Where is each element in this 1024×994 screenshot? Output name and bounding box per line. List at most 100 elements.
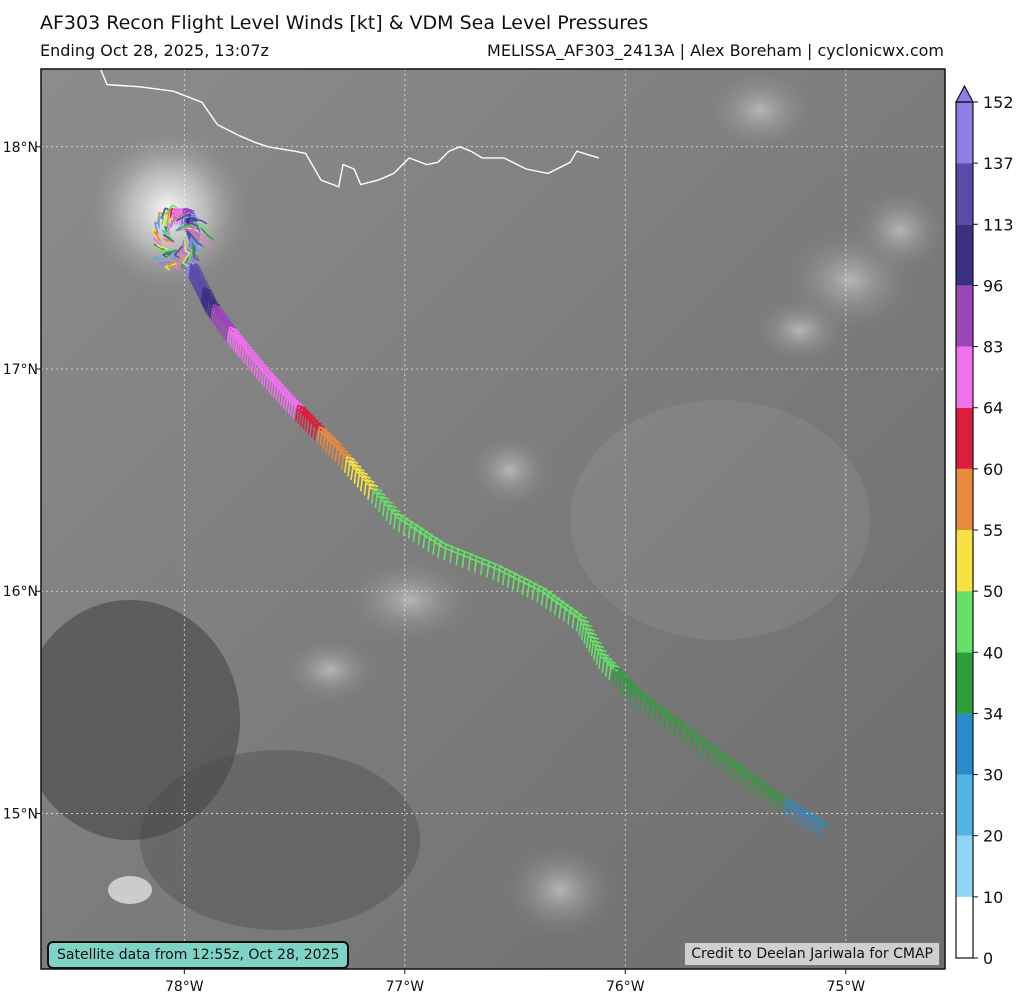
map-frame: [40, 68, 946, 970]
colorbar-segment: [956, 285, 973, 347]
eye-wind-barb: [191, 242, 199, 258]
eye-wind-barb: [183, 238, 192, 255]
wind-barb: [549, 595, 561, 613]
wind-speed-colorbar: 0 10 20 30 34 40 50 55 60 64 83 96 113 137 152: [955, 84, 1014, 968]
wind-barb: [417, 528, 429, 546]
wind-barb: [553, 598, 566, 616]
wind-barb: [285, 394, 297, 412]
wind-barb: [427, 534, 439, 552]
colorbar-label: 30: [983, 766, 1003, 785]
eye-wind-barb: [153, 256, 166, 261]
colorbar-segment: [956, 774, 973, 836]
lat-tick-label: 18°N: [3, 140, 38, 156]
colorbar-label: 137: [983, 154, 1014, 173]
eye-wind-barb: [181, 240, 188, 256]
wind-barb: [583, 627, 595, 644]
wind-barb: [540, 588, 552, 606]
wind-barb: [536, 585, 548, 603]
eye-wind-barb: [183, 228, 201, 237]
lon-tick-label: 76°W: [606, 979, 645, 994]
wind-barb: [648, 700, 660, 718]
colorbar-label: 20: [983, 827, 1003, 846]
colorbar-label: 34: [983, 704, 1003, 723]
satellite-background: [41, 69, 945, 969]
wind-barb: [299, 409, 311, 427]
wind-barb: [567, 608, 579, 625]
wind-barb: [668, 715, 680, 733]
eye-wind-barb: [193, 245, 200, 262]
wind-barb: [545, 592, 557, 609]
wind-barb: [633, 689, 645, 707]
wind-barb: [595, 648, 607, 665]
map-subtitle-source: MELISSA_AF303_2413A | Alex Boreham | cyc…: [487, 41, 944, 60]
wind-barb: [578, 618, 590, 636]
lon-tick-label: 75°W: [826, 979, 865, 994]
wind-barb: [580, 622, 592, 640]
colormap-credit-badge: Credit to Deelan Jariwala for CMAP: [684, 942, 940, 966]
eye-wind-barb: [175, 214, 193, 222]
wind-barb: [290, 399, 302, 417]
eye-wind-barb: [188, 249, 195, 265]
wind-barb: [397, 515, 409, 533]
eye-wind-barb: [162, 234, 174, 242]
wind-barb: [663, 711, 675, 729]
eye-wind-barb: [192, 237, 203, 254]
colorbar-segment: [956, 346, 973, 408]
wind-barb: [558, 601, 570, 619]
eye-wind-barb: [189, 232, 203, 247]
eye-wind-barb: [164, 262, 177, 271]
colorbar-label: 60: [983, 460, 1003, 479]
lon-tick-label: 78°W: [165, 979, 204, 994]
wind-barb: [593, 643, 605, 661]
colorbar-label: 0: [983, 949, 993, 968]
wind-barb: [575, 614, 588, 632]
wind-barb: [571, 611, 583, 629]
wind-barb: [292, 402, 304, 419]
colorbar-segment: [956, 713, 973, 775]
eye-wind-barb: [152, 237, 163, 247]
eye-wind-barb: [201, 233, 214, 249]
colorbar-label: 40: [983, 643, 1003, 662]
colorbar-label: 55: [983, 521, 1003, 540]
eye-wind-barb: [167, 259, 180, 269]
wind-barb: [588, 635, 600, 653]
colorbar-segment: [956, 102, 973, 164]
lat-tick-label: 17°N: [3, 362, 38, 378]
wind-barb: [817, 819, 829, 837]
wind-barb: [402, 518, 414, 536]
colorbar-segment: [956, 591, 973, 653]
map-title: AF303 Recon Flight Level Winds [kt] & VD…: [40, 12, 649, 34]
colorbar-segment: [956, 835, 973, 897]
eye-wind-barb: [200, 227, 215, 241]
colorbar-segment: [956, 896, 973, 958]
wind-barb: [422, 531, 434, 549]
colorbar-segment: [956, 407, 973, 469]
eye-wind-barb: [164, 204, 178, 216]
eye-wind-barb: [164, 249, 177, 257]
axis-tick-labels: 78°W 77°W 76°W 75°W 18°N 17°N 16°N 15°N: [3, 140, 866, 994]
lat-tick-label: 15°N: [3, 806, 38, 822]
wind-barb: [287, 397, 299, 415]
eye-wind-barb: [174, 258, 185, 271]
wind-barb: [294, 404, 307, 422]
wind-barb: [590, 639, 602, 657]
eye-wind-barb: [173, 245, 184, 259]
eye-wind-barb: [182, 252, 190, 267]
colorbar-label: 83: [983, 338, 1003, 357]
wind-barb: [297, 407, 309, 424]
wind-barb: [638, 692, 650, 710]
colorbar-segment: [956, 652, 973, 714]
colorbar-label: 10: [983, 888, 1003, 907]
colorbar-label: 64: [983, 399, 1003, 418]
wind-barb: [280, 389, 292, 407]
wind-barb: [628, 685, 640, 703]
eye-wind-barb: [180, 256, 190, 271]
wind-barb: [282, 392, 294, 410]
map-subtitle-date: Ending Oct 28, 2025, 13:07z: [40, 41, 269, 60]
satellite-timestamp-badge: Satellite data from 12:55z, Oct 28, 2025: [47, 941, 350, 969]
wind-barb: [432, 537, 444, 555]
colorbar-segment: [956, 163, 973, 225]
flight-track: [151, 204, 829, 837]
colorbar-extend-arrow: [955, 84, 974, 103]
